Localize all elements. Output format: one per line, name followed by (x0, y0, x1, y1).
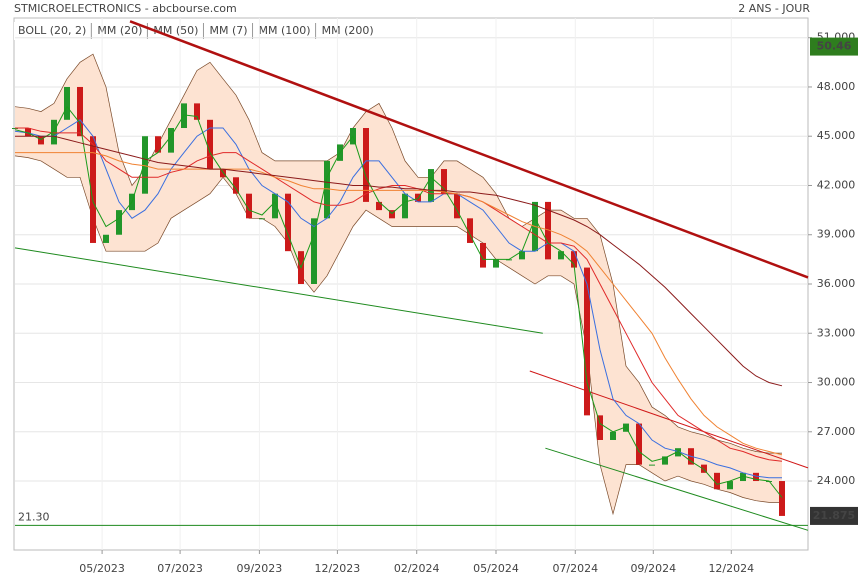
chart-title: STMICROELECTRONICS - abcbourse.com (14, 2, 237, 15)
price-bar (77, 86, 83, 137)
price-bar (428, 169, 434, 202)
price-bar (675, 448, 681, 457)
price-bar (558, 251, 564, 260)
price-bar (714, 472, 720, 490)
price-bar (363, 128, 369, 202)
price-bar (155, 136, 161, 153)
price-bar (90, 136, 96, 243)
price-bar (285, 193, 291, 252)
price-bar (701, 464, 707, 473)
x-tick-label: 12/2023 (315, 562, 361, 575)
price-bar (103, 234, 109, 243)
price-bar (467, 218, 473, 243)
x-tick-label: 07/2024 (552, 562, 598, 575)
price-bar (116, 210, 122, 235)
moving-average (15, 152, 783, 456)
price-tag (810, 37, 858, 56)
x-tick-label: 09/2023 (237, 562, 283, 575)
price-bar (12, 128, 18, 130)
price-bar (259, 218, 265, 220)
price-bar (38, 136, 44, 145)
y-tick-label: 30.000 (817, 376, 856, 389)
price-bar (168, 128, 174, 153)
y-tick-label: 36.000 (817, 277, 856, 290)
moving-average (15, 127, 783, 462)
trend-line (529, 370, 809, 469)
x-tick-label: 09/2024 (630, 562, 676, 575)
price-bar (272, 193, 278, 219)
y-tick-label: 27.000 (817, 425, 856, 438)
y-tick-label: 48.000 (817, 80, 856, 93)
legend-entry: MM (200) (322, 24, 374, 37)
x-tick-label: 05/2024 (473, 562, 519, 575)
price-bar (376, 201, 382, 211)
y-tick-label: 42.000 (817, 178, 856, 191)
price-bar (64, 86, 70, 120)
y-tick-label: 45.000 (817, 129, 856, 142)
price-tag-label: 50.46 (817, 40, 852, 53)
price-bar (636, 423, 642, 465)
legend-box (14, 22, 400, 40)
legend-entry: MM (50) (153, 24, 198, 37)
legend-entry: MM (7) (209, 24, 247, 37)
price-bar (233, 177, 239, 194)
legend-entry: BOLL (20, 2) (18, 24, 86, 37)
price-bar (584, 267, 590, 416)
price-bar (545, 201, 551, 260)
price-bar (142, 136, 148, 194)
x-tick-label: 07/2023 (157, 562, 203, 575)
moving-average (15, 135, 783, 387)
price-bar (779, 481, 785, 516)
price-bar (649, 464, 655, 466)
price-bar (610, 431, 616, 440)
price-bar (402, 193, 408, 219)
price-bar (454, 193, 460, 219)
chart-subtitle: 2 ANS - JOUR (738, 2, 810, 15)
price-bar (571, 251, 577, 268)
moving-average (14, 105, 783, 498)
y-tick-label: 33.000 (817, 326, 856, 339)
price-bar (389, 210, 395, 219)
trend-line (129, 20, 809, 279)
trend-line (14, 247, 543, 334)
x-tick-label: 02/2024 (394, 562, 440, 575)
y-tick-label: 39.000 (817, 228, 856, 241)
price-bar (441, 169, 447, 194)
price-bar (220, 169, 226, 178)
price-bar (480, 242, 486, 268)
price-bar (597, 415, 603, 440)
price-bar (519, 251, 525, 260)
legend-entry: MM (20) (97, 24, 142, 37)
support-label: 21.30 (18, 510, 50, 523)
trend-line (545, 447, 809, 531)
price-bar (324, 160, 330, 219)
legend-entry: MM (100) (259, 24, 311, 37)
price-bar (25, 128, 31, 137)
price-bar (194, 103, 200, 120)
price-bar (727, 481, 733, 490)
price-bar (740, 472, 746, 482)
price-tag-label: 21.875 (813, 509, 855, 522)
price-bar (311, 218, 317, 284)
x-tick-label: 12/2024 (708, 562, 754, 575)
y-tick-label: 24.000 (817, 474, 856, 487)
price-bar (493, 259, 499, 268)
price-bar (207, 119, 213, 170)
price-tag (810, 506, 858, 525)
price-bar (246, 193, 252, 219)
price-bar (51, 119, 57, 145)
bollinger-lower (14, 155, 782, 516)
x-tick-label: 05/2023 (79, 562, 125, 575)
price-bar (753, 472, 759, 482)
price-bar (662, 456, 668, 465)
